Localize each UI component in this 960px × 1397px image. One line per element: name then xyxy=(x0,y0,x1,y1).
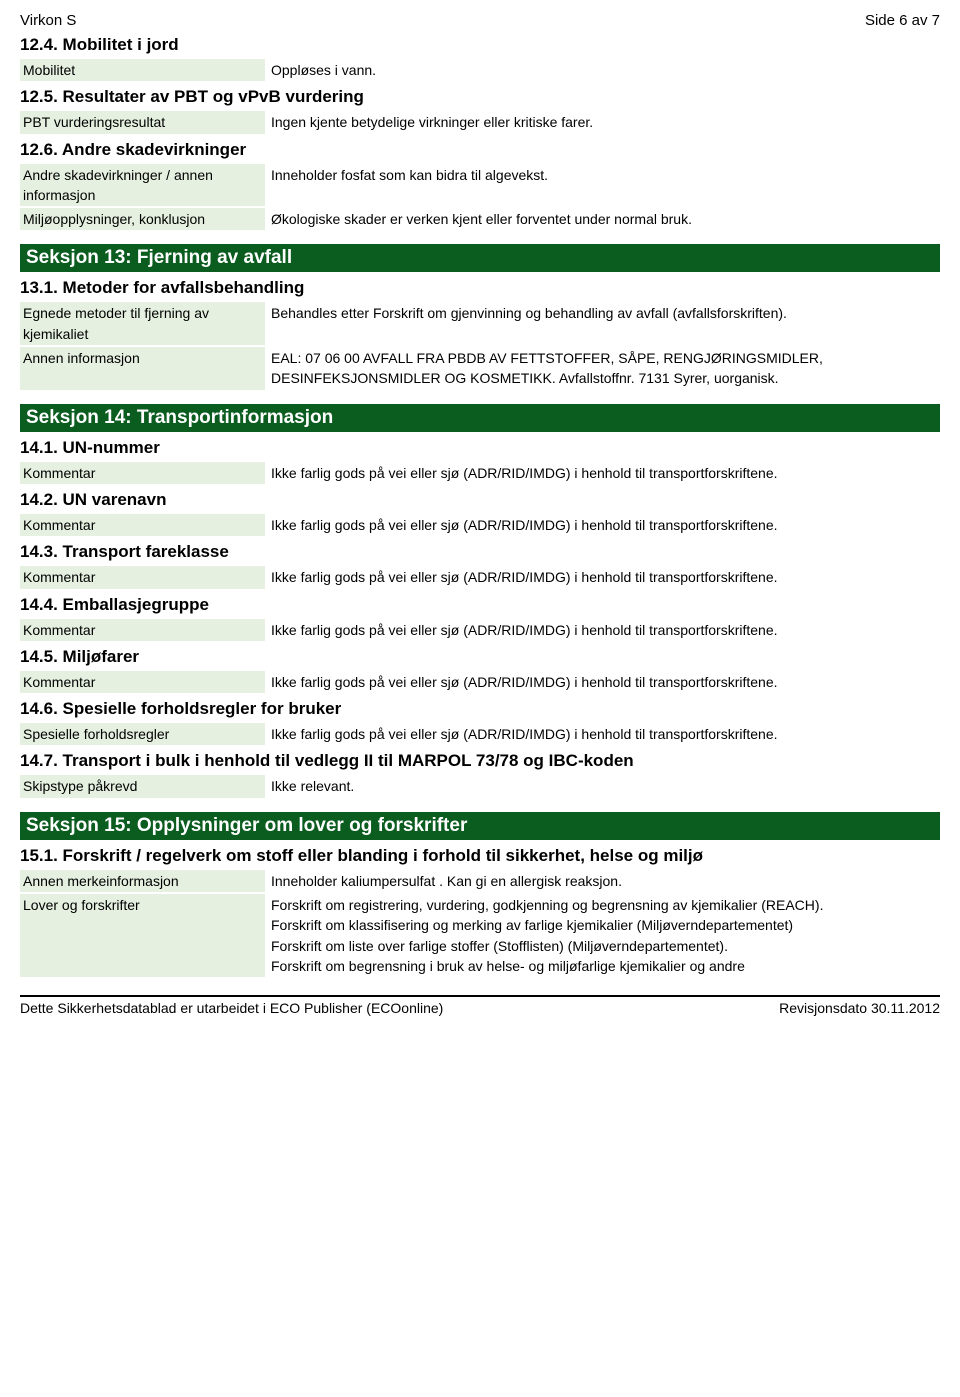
row-label: Annen informasjon xyxy=(20,347,265,390)
row-label: Spesielle forholdsregler xyxy=(20,723,265,745)
heading-12-5: 12.5. Resultater av PBT og vPvB vurderin… xyxy=(20,87,940,107)
row-value: Ikke farlig gods på vei eller sjø (ADR/R… xyxy=(265,462,940,484)
kv-row: Kommentar Ikke farlig gods på vei eller … xyxy=(20,514,940,536)
row-value: Ikke relevant. xyxy=(265,775,940,797)
row-value: Økologiske skader er verken kjent eller … xyxy=(265,208,940,230)
row-label: Skipstype påkrevd xyxy=(20,775,265,797)
heading-14-4: 14.4. Emballasjegruppe xyxy=(20,595,940,615)
heading-12-4: 12.4. Mobilitet i jord xyxy=(20,35,940,55)
row-value: Inneholder fosfat som kan bidra til alge… xyxy=(265,164,940,207)
row-label: Egnede metoder til fjerning av kjemikali… xyxy=(20,302,265,345)
row-value: Ikke farlig gods på vei eller sjø (ADR/R… xyxy=(265,514,940,536)
heading-14-1: 14.1. UN-nummer xyxy=(20,438,940,458)
heading-12-6: 12.6. Andre skadevirkninger xyxy=(20,140,940,160)
footer-left: Dette Sikkerhetsdatablad er utarbeidet i… xyxy=(20,1000,443,1016)
heading-15-1: 15.1. Forskrift / regelverk om stoff ell… xyxy=(20,846,940,866)
row-label: Kommentar xyxy=(20,462,265,484)
heading-13-1: 13.1. Metoder for avfallsbehandling xyxy=(20,278,940,298)
footer-right: Revisjonsdato 30.11.2012 xyxy=(779,1000,940,1016)
kv-row: PBT vurderingsresultat Ingen kjente bety… xyxy=(20,111,940,133)
section-13-bar: Seksjon 13: Fjerning av avfall xyxy=(20,244,940,272)
row-label: Miljøopplysninger, konklusjon xyxy=(20,208,265,230)
row-value: EAL: 07 06 00 AVFALL FRA PBDB AV FETTSTO… xyxy=(265,347,940,390)
kv-row: Spesielle forholdsregler Ikke farlig god… xyxy=(20,723,940,745)
heading-14-6: 14.6. Spesielle forholdsregler for bruke… xyxy=(20,699,940,719)
row-label: Annen merkeinformasjon xyxy=(20,870,265,892)
section-14-bar: Seksjon 14: Transportinformasjon xyxy=(20,404,940,432)
heading-14-3: 14.3. Transport fareklasse xyxy=(20,542,940,562)
page-number: Side 6 av 7 xyxy=(865,12,940,29)
heading-14-7: 14.7. Transport i bulk i henhold til ved… xyxy=(20,751,940,771)
doc-title: Virkon S xyxy=(20,12,76,29)
heading-14-5: 14.5. Miljøfarer xyxy=(20,647,940,667)
kv-row: Kommentar Ikke farlig gods på vei eller … xyxy=(20,671,940,693)
kv-row: Andre skadevirkninger / annen informasjo… xyxy=(20,164,940,207)
kv-row: Kommentar Ikke farlig gods på vei eller … xyxy=(20,619,940,641)
row-label: Kommentar xyxy=(20,566,265,588)
kv-row: Kommentar Ikke farlig gods på vei eller … xyxy=(20,462,940,484)
row-value: Behandles etter Forskrift om gjenvinning… xyxy=(265,302,940,345)
page-header: Virkon S Side 6 av 7 xyxy=(20,12,940,29)
row-value: Ingen kjente betydelige virkninger eller… xyxy=(265,111,940,133)
kv-row: Skipstype påkrevd Ikke relevant. xyxy=(20,775,940,797)
heading-14-2: 14.2. UN varenavn xyxy=(20,490,940,510)
row-label: Kommentar xyxy=(20,514,265,536)
row-value: Forskrift om registrering, vurdering, go… xyxy=(265,894,940,977)
row-value: Ikke farlig gods på vei eller sjø (ADR/R… xyxy=(265,566,940,588)
row-label: Kommentar xyxy=(20,619,265,641)
kv-row: Miljøopplysninger, konklusjon Økologiske… xyxy=(20,208,940,230)
row-label: Lover og forskrifter xyxy=(20,894,265,977)
kv-row: Annen merkeinformasjon Inneholder kalium… xyxy=(20,870,940,892)
section-15-bar: Seksjon 15: Opplysninger om lover og for… xyxy=(20,812,940,840)
row-value: Ikke farlig gods på vei eller sjø (ADR/R… xyxy=(265,619,940,641)
row-value: Ikke farlig gods på vei eller sjø (ADR/R… xyxy=(265,723,940,745)
kv-row: Annen informasjon EAL: 07 06 00 AVFALL F… xyxy=(20,347,940,390)
row-value: Ikke farlig gods på vei eller sjø (ADR/R… xyxy=(265,671,940,693)
row-value: Inneholder kaliumpersulfat . Kan gi en a… xyxy=(265,870,940,892)
row-value: Oppløses i vann. xyxy=(265,59,940,81)
kv-row: Egnede metoder til fjerning av kjemikali… xyxy=(20,302,940,345)
row-label: Mobilitet xyxy=(20,59,265,81)
row-label: Kommentar xyxy=(20,671,265,693)
kv-row: Kommentar Ikke farlig gods på vei eller … xyxy=(20,566,940,588)
kv-row: Lover og forskrifter Forskrift om regist… xyxy=(20,894,940,977)
row-label: PBT vurderingsresultat xyxy=(20,111,265,133)
row-label: Andre skadevirkninger / annen informasjo… xyxy=(20,164,265,207)
kv-row: Mobilitet Oppløses i vann. xyxy=(20,59,940,81)
page-footer: Dette Sikkerhetsdatablad er utarbeidet i… xyxy=(20,995,940,1016)
